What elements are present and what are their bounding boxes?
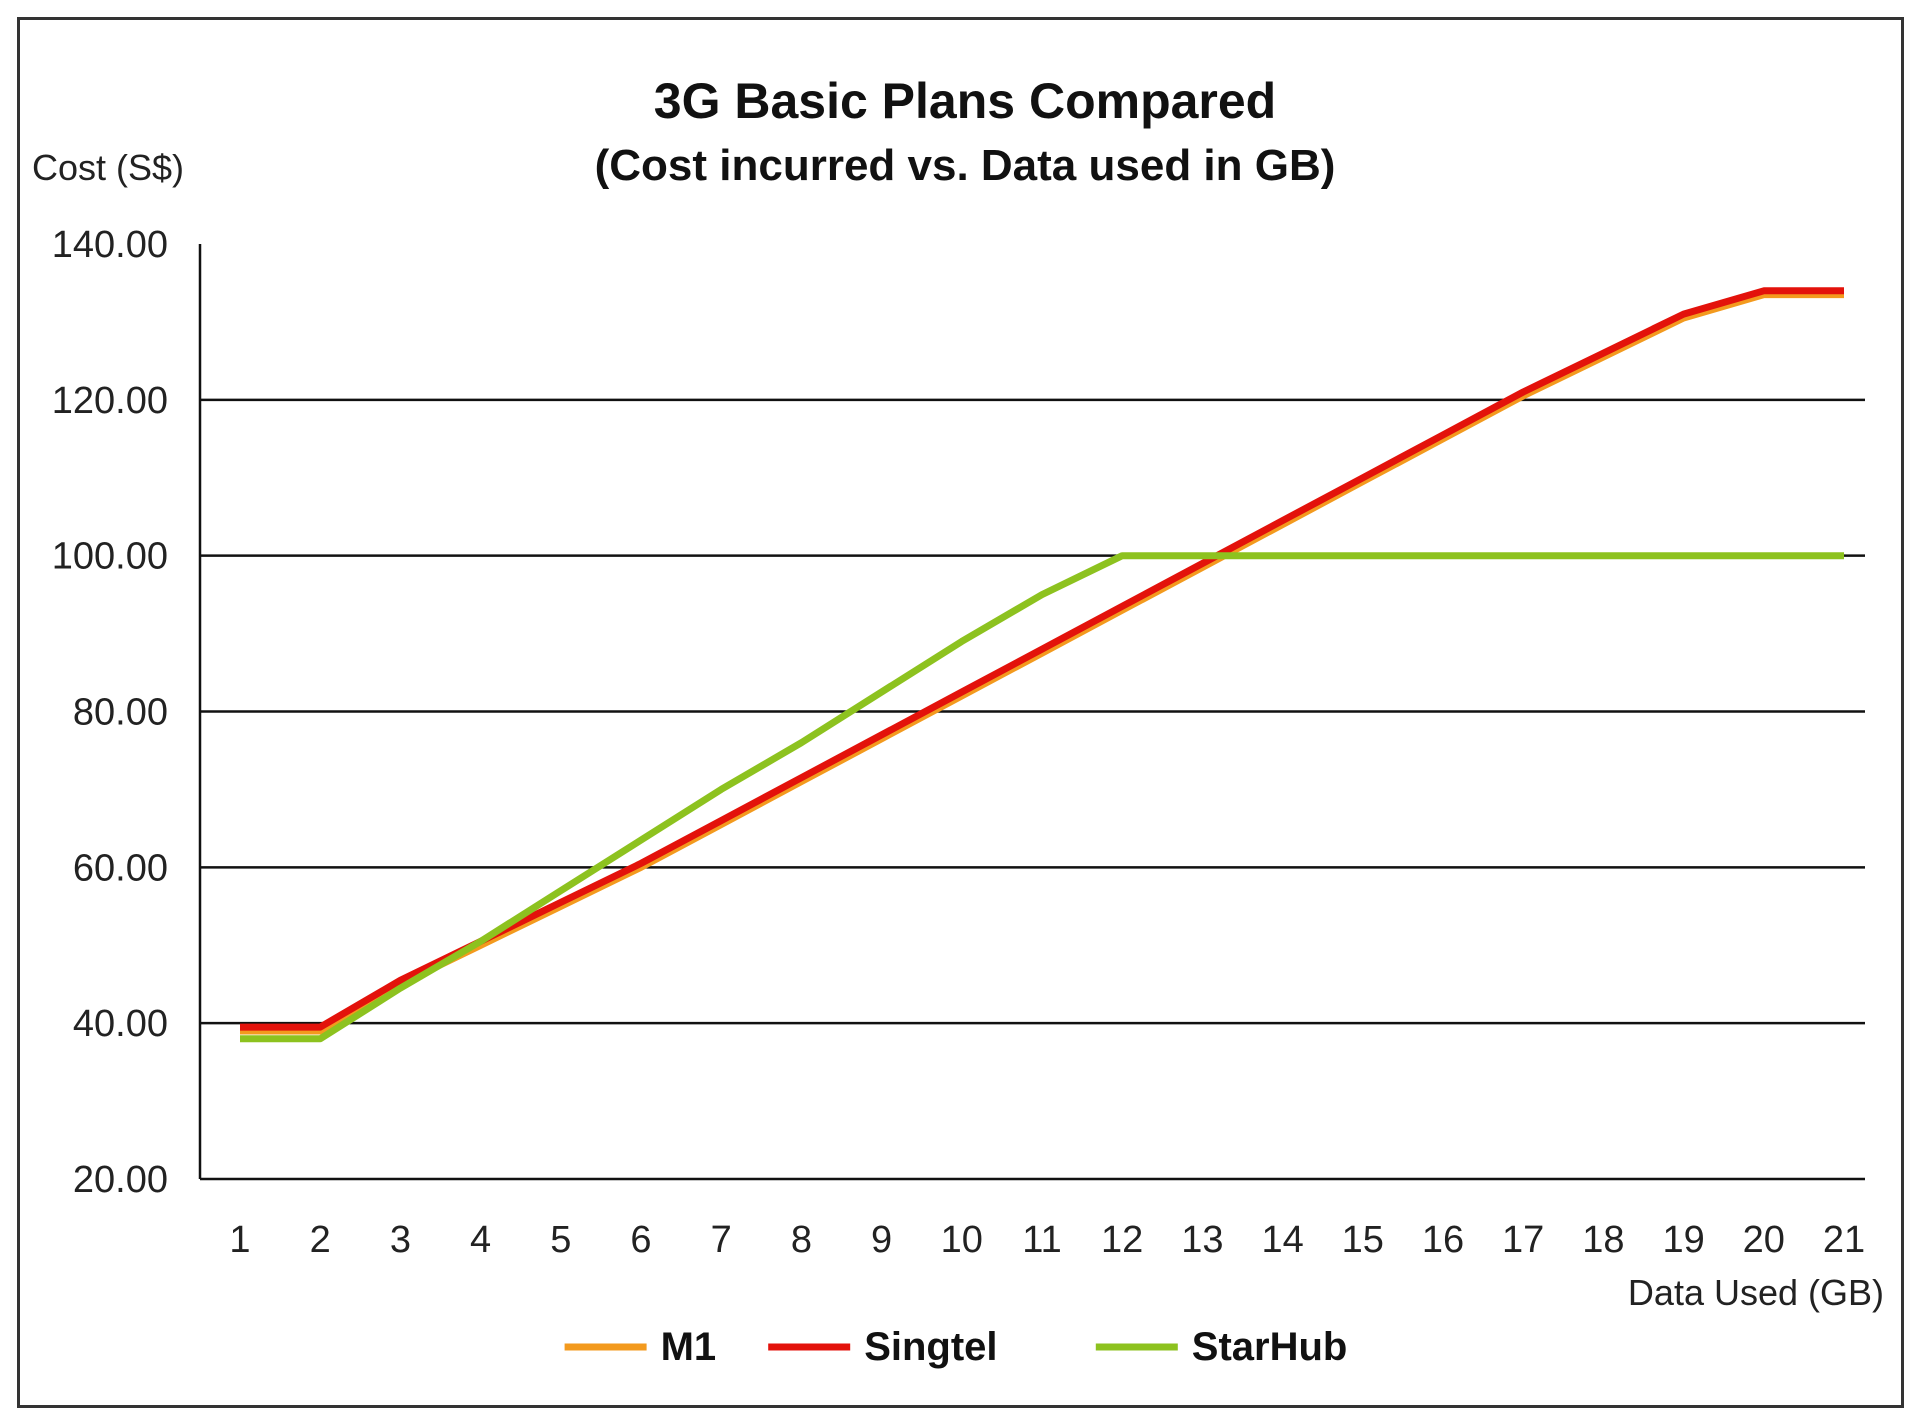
y-tick-label: 20.00 [73,1159,168,1201]
y-axis-label: Cost (S$) [32,147,184,188]
line-chart: 3G Basic Plans Compared (Cost incurred v… [32,73,1884,1369]
y-tick-label: 140.00 [52,224,168,266]
series-line-starhub [240,552,1844,1043]
chart-subtitle: (Cost incurred vs. Data used in GB) [595,141,1336,190]
series-lines [240,287,1844,1043]
legend-label-starhub: StarHub [1192,1325,1348,1369]
x-tick-labels: 1 2 3 4 5 6 7 8 9 10 11 12 13 14 15 16 17 18 19 20 21 [229,1219,1865,1261]
x-tick-label: 13 [1181,1219,1223,1261]
x-tick-label: 8 [791,1219,812,1261]
legend-label-m1: M1 [661,1325,717,1369]
x-tick-label: 15 [1342,1219,1384,1261]
y-tick-label: 40.00 [73,1003,168,1045]
x-tick-label: 7 [711,1219,732,1261]
y-tick-label: 80.00 [73,692,168,734]
x-tick-label: 18 [1582,1219,1624,1261]
chart-title: 3G Basic Plans Compared [654,73,1276,129]
series-line-m1 [240,291,1844,1035]
x-axis-label: Data Used (GB) [1628,1272,1884,1313]
gridlines [200,398,1865,1025]
x-tick-label: 12 [1101,1219,1143,1261]
y-tick-labels: 20.00 40.00 60.00 80.00 100.00 120.00 140.00 [52,224,168,1201]
x-tick-label: 4 [470,1219,491,1261]
x-tick-label: 1 [229,1219,250,1261]
x-tick-label: 9 [871,1219,892,1261]
y-tick-label: 100.00 [52,536,168,578]
chart-frame: 3G Basic Plans Compared (Cost incurred v… [17,17,1904,1408]
legend: M1 Singtel StarHub [564,1325,1348,1369]
axes [198,244,1865,1181]
legend-label-singtel: Singtel [864,1325,997,1369]
y-tick-label: 120.00 [52,380,168,422]
x-tick-label: 5 [550,1219,571,1261]
x-tick-label: 17 [1502,1219,1544,1261]
y-tick-label: 60.00 [73,847,168,889]
x-tick-label: 6 [630,1219,651,1261]
series-line-singtel [240,287,1844,1031]
x-tick-label: 2 [310,1219,331,1261]
x-tick-label: 20 [1743,1219,1785,1261]
x-tick-label: 3 [390,1219,411,1261]
x-tick-label: 19 [1662,1219,1704,1261]
x-tick-label: 10 [941,1219,983,1261]
x-tick-label: 21 [1823,1219,1865,1261]
x-tick-label: 16 [1422,1219,1464,1261]
x-tick-label: 14 [1261,1219,1303,1261]
x-tick-label: 11 [1022,1219,1061,1261]
